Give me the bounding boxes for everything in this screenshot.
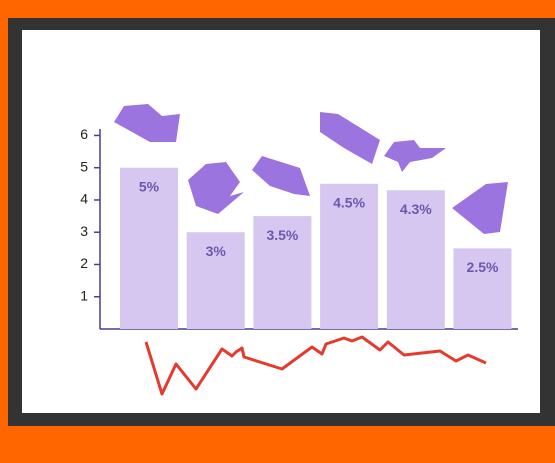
shape: [252, 156, 310, 196]
bar: [120, 167, 178, 329]
y-tick-label: 4: [80, 191, 88, 207]
shape: [320, 112, 380, 164]
value-label: 3%: [206, 243, 227, 259]
value-label: 3.5%: [266, 227, 298, 243]
shape: [114, 104, 180, 142]
bar: [386, 190, 445, 329]
y-tick-label: 6: [80, 126, 88, 142]
shape: [384, 140, 446, 172]
shape: [452, 182, 508, 234]
bar: [253, 216, 312, 329]
bar: [186, 232, 245, 329]
y-tick-label: 3: [80, 223, 88, 239]
value-label: 4.5%: [333, 195, 365, 211]
value-label: 4.3%: [400, 201, 432, 217]
y-tick-label: 2: [80, 255, 88, 271]
y-tick-label: 1: [80, 287, 88, 303]
bar: [453, 248, 512, 329]
value-label: 2.5%: [467, 259, 499, 275]
value-label: 5%: [139, 178, 160, 194]
shape: [188, 162, 244, 214]
squiggle: [144, 335, 487, 396]
bar: [320, 183, 379, 329]
decorations: [114, 104, 508, 234]
y-tick-label: 5: [80, 158, 88, 174]
